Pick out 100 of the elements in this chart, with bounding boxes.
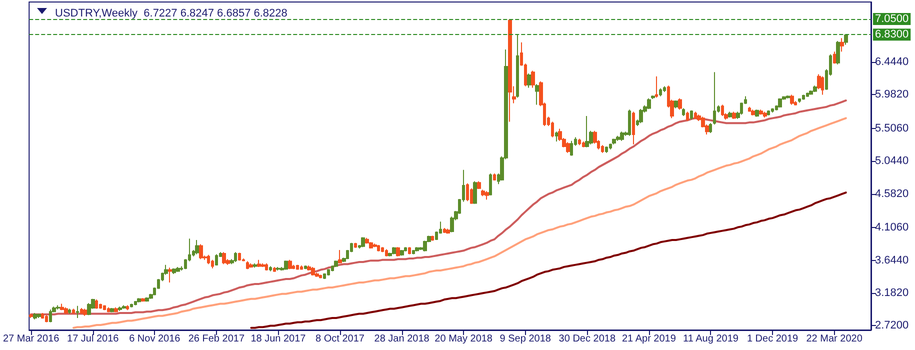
candlestick — [29, 313, 33, 318]
candlestick — [168, 267, 172, 284]
candlestick — [249, 262, 253, 268]
x-tick-label: 6 Nov 2016 — [129, 334, 181, 344]
candlestick — [304, 265, 307, 270]
candlestick — [284, 260, 288, 270]
candlestick — [423, 240, 427, 252]
x-tick-label: 18 Jun 2017 — [250, 334, 306, 344]
x-tick-label: 17 Jul 2016 — [67, 334, 120, 344]
candlestick — [253, 262, 257, 268]
candlestick — [195, 240, 199, 255]
candlestick — [103, 304, 106, 311]
candlestick — [728, 111, 732, 118]
candlestick — [338, 249, 342, 264]
x-tick-label: 26 Feb 2017 — [188, 334, 245, 344]
candlestick — [396, 246, 400, 257]
line-series — [72, 117, 847, 329]
candlestick — [551, 121, 554, 138]
candlestick — [582, 141, 585, 148]
candlestick — [493, 172, 496, 182]
candlestick — [107, 306, 110, 313]
candlestick — [145, 296, 149, 302]
candlestick — [771, 108, 774, 114]
candlestick — [755, 109, 759, 118]
candlestick — [141, 298, 145, 302]
y-tick-label: 5.0440 — [875, 155, 909, 168]
candlestick — [373, 243, 377, 248]
x-tick-label: 28 Jan 2018 — [374, 334, 430, 344]
candlestick — [647, 98, 651, 110]
candlestick — [37, 313, 41, 318]
candlestick — [844, 34, 848, 46]
candlestick — [126, 304, 129, 311]
candlestick — [678, 98, 682, 110]
candlestick — [655, 76, 658, 98]
candlestick — [404, 246, 407, 252]
candlestick — [211, 259, 214, 269]
candlestick — [628, 109, 631, 136]
candlestick — [269, 266, 272, 272]
candlestick — [381, 246, 384, 253]
candlestick — [60, 303, 64, 311]
candlestick — [265, 262, 268, 271]
x-tick-label: 22 Mar 2020 — [806, 334, 863, 344]
candlestick — [412, 249, 415, 255]
candlestick — [748, 106, 751, 112]
candlestick — [130, 303, 133, 308]
candlestick — [616, 135, 620, 142]
candlestick — [222, 252, 226, 265]
candlestick — [806, 92, 809, 98]
y-tick-label: 3.1820 — [875, 287, 909, 300]
candlestick — [392, 246, 396, 255]
candlestick — [311, 266, 315, 276]
candlestick — [578, 138, 581, 146]
y-tick-label: 4.5820 — [875, 188, 909, 200]
y-tick-label: 5.5060 — [875, 122, 909, 134]
candlestick — [137, 298, 141, 303]
candlestick — [99, 303, 102, 310]
candlestick — [110, 308, 114, 313]
ref-line-label: 7.0500 — [875, 13, 909, 25]
candlestick — [369, 242, 373, 250]
candlestick — [385, 248, 388, 257]
candlestick — [674, 100, 678, 109]
candlestick — [408, 246, 411, 255]
x-tick-label: 20 May 2018 — [434, 334, 493, 344]
candlestick — [489, 172, 492, 196]
candlestick — [114, 306, 118, 313]
candlestick — [443, 227, 446, 234]
candlestick — [400, 249, 404, 256]
candlestick — [134, 300, 137, 306]
candlestick — [246, 260, 249, 270]
candlestick — [477, 180, 481, 190]
candlestick — [261, 262, 265, 268]
candlestick — [80, 308, 83, 314]
candlestick — [778, 98, 782, 108]
candlestick — [377, 244, 380, 252]
candlestick — [570, 140, 573, 156]
candlestick — [288, 259, 292, 270]
candlestick — [172, 268, 176, 275]
candlestick — [813, 85, 817, 92]
candlestick — [215, 254, 218, 266]
candlestick — [72, 308, 75, 314]
candlestick — [319, 274, 322, 279]
candlestick — [118, 306, 122, 312]
candlestick — [663, 86, 666, 92]
candlestick — [95, 299, 98, 310]
candlestick — [651, 95, 655, 100]
candlestick — [361, 236, 365, 248]
candlestick — [555, 131, 558, 142]
x-tick-label: 1 Dec 2019 — [746, 334, 799, 344]
candlestick — [508, 18, 512, 122]
candlestick — [620, 131, 624, 142]
candlestick — [798, 98, 801, 104]
candlestick — [64, 306, 68, 314]
candlestick — [83, 308, 87, 316]
candlestick — [840, 38, 844, 52]
candlestick — [709, 122, 712, 134]
candlestick — [481, 189, 485, 197]
candlestick — [446, 228, 450, 234]
candlestick — [365, 237, 369, 244]
y-tick-label: 5.9820 — [875, 88, 909, 101]
candlestick — [354, 242, 357, 248]
